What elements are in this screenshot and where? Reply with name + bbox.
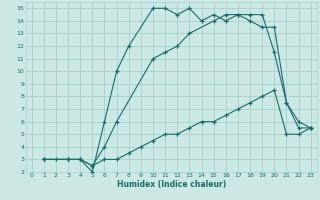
X-axis label: Humidex (Indice chaleur): Humidex (Indice chaleur) [116, 180, 226, 189]
